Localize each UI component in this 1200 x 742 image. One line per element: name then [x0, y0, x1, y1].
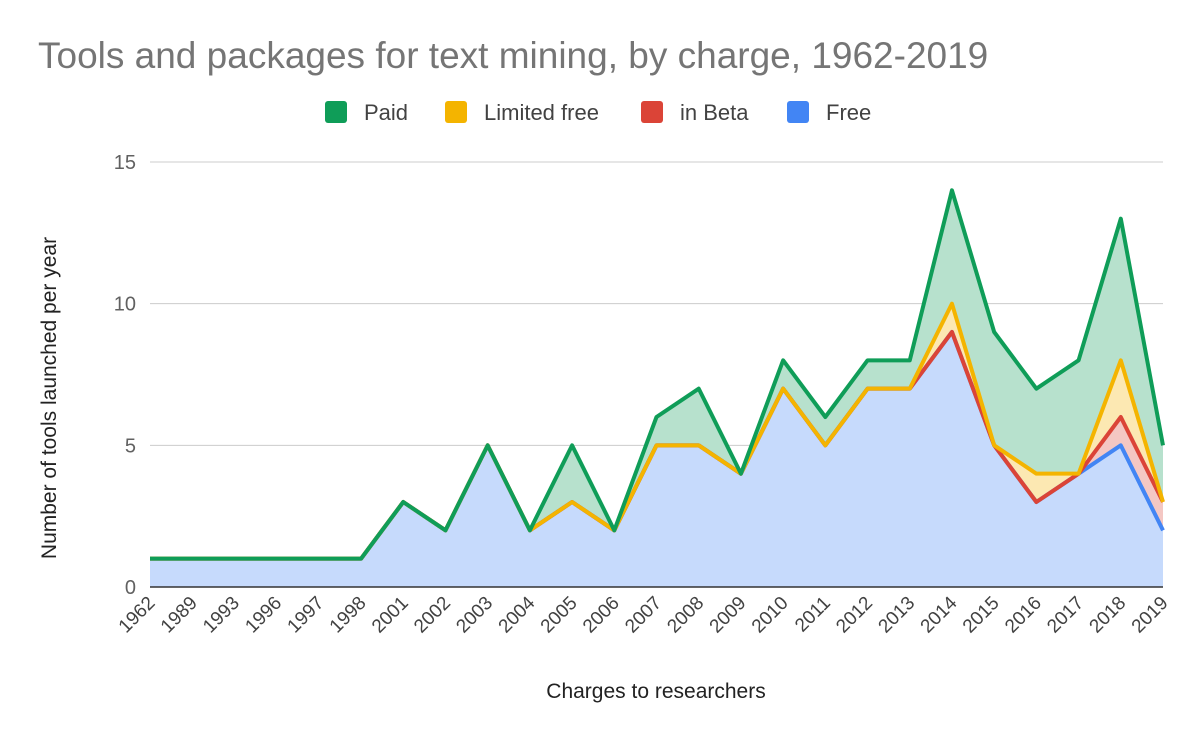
x-tick-label: 2008 — [663, 593, 708, 638]
x-tick-label: 2009 — [706, 593, 751, 638]
x-tick-label: 2017 — [1043, 593, 1088, 638]
x-tick-label: 2006 — [579, 593, 624, 638]
x-tick-label: 2002 — [410, 593, 455, 638]
x-tick-label: 2012 — [832, 593, 877, 638]
line-paid — [150, 188, 1165, 561]
x-axis-ticks: 1962198919931996199719982001200220032004… — [115, 592, 1173, 637]
y-tick-label: 15 — [114, 152, 136, 174]
x-tick-label: 2003 — [452, 593, 497, 638]
x-tick-label: 1997 — [284, 593, 329, 638]
legend-swatch — [641, 101, 663, 123]
x-tick-label: 1996 — [241, 593, 286, 638]
legend-label: Paid — [364, 100, 408, 125]
y-tick-label: 10 — [114, 294, 136, 316]
chart-title: Tools and packages for text mining, by c… — [38, 35, 988, 76]
x-tick-label: 2016 — [1001, 593, 1046, 638]
legend-label: in Beta — [680, 100, 749, 125]
x-tick-label: 2018 — [1086, 593, 1131, 638]
y-tick-label: 5 — [125, 435, 136, 457]
x-tick-label: 2005 — [537, 593, 582, 638]
x-tick-label: 1993 — [199, 593, 244, 638]
x-tick-label: 2019 — [1128, 593, 1173, 638]
legend: Paid Limited free in Beta Free — [325, 100, 871, 125]
x-tick-label: 2010 — [748, 593, 793, 638]
y-axis-label: Number of tools launched per year — [38, 237, 61, 559]
legend-swatch — [787, 101, 809, 123]
legend-swatch — [445, 101, 467, 123]
x-tick-label: 2015 — [959, 593, 1004, 638]
x-tick-label: 2011 — [791, 593, 835, 637]
area-free — [150, 332, 1163, 587]
x-tick-label: 1962 — [115, 593, 160, 638]
x-tick-label: 2013 — [875, 593, 920, 638]
x-tick-label: 2014 — [917, 592, 962, 637]
x-axis-label: Charges to researchers — [546, 680, 765, 703]
series-lines — [150, 188, 1165, 561]
legend-label: Free — [826, 100, 871, 125]
legend-swatch — [325, 101, 347, 123]
y-axis-ticks: 0 5 10 15 — [114, 152, 136, 599]
x-tick-label: 1998 — [326, 593, 371, 638]
legend-label: Limited free — [484, 100, 599, 125]
series-areas — [150, 190, 1163, 588]
x-tick-label: 2001 — [368, 593, 413, 638]
x-tick-label: 1989 — [157, 593, 202, 638]
x-tick-label: 2004 — [495, 592, 540, 637]
y-tick-label: 0 — [125, 577, 136, 599]
x-tick-label: 2007 — [621, 593, 666, 638]
